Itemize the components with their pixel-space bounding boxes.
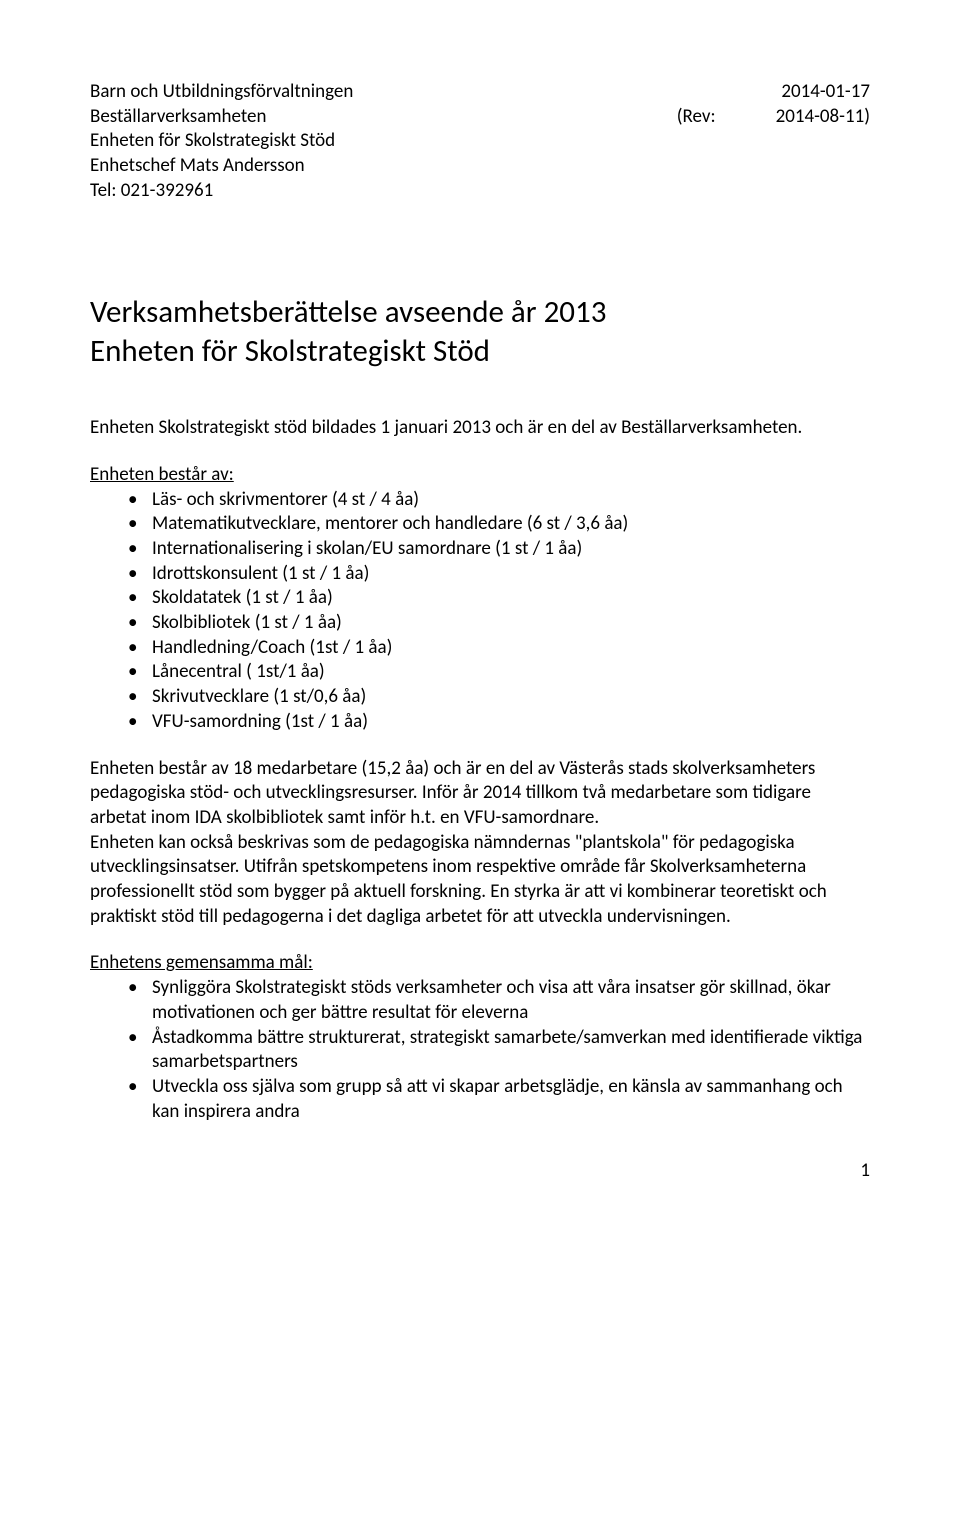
body-paragraph-1: Enheten består av 18 medarbetare (15,2 å… xyxy=(90,757,870,831)
list-item: Skoldatatek (1 st / 1 åa) xyxy=(128,586,870,611)
section-head-goals: Enhetens gemensamma mål: xyxy=(90,951,870,974)
list-item: Lånecentral ( 1st/1 åa) xyxy=(128,660,870,685)
intro-paragraph: Enheten Skolstrategiskt stöd bildades 1 … xyxy=(90,416,870,441)
list-item: Skrivutvecklare (1 st/0,6 åa) xyxy=(128,685,870,710)
list-item: Idrottskonsulent (1 st / 1 åa) xyxy=(128,562,870,587)
list-item: Åstadkomma bättre strukturerat, strategi… xyxy=(128,1026,870,1075)
header-org: Barn och Utbildningsförvaltningen xyxy=(90,80,776,105)
header-chief: Enhetschef Mats Andersson xyxy=(90,154,776,179)
header-date: 2014-01-17 xyxy=(776,80,870,105)
header-dept: Beställarverksamheten xyxy=(90,105,266,130)
title-line-2: Enheten för Skolstrategiskt Stöd xyxy=(90,332,490,370)
list-item: Synliggöra Skolstrategiskt stöds verksam… xyxy=(128,976,870,1025)
list-item: Skolbibliotek (1 st / 1 åa) xyxy=(128,611,870,636)
section-head-composition: Enheten består av: xyxy=(90,463,870,486)
header-rev-date: 2014-08-11) xyxy=(776,105,870,130)
header-unit: Enheten för Skolstrategiskt Stöd xyxy=(90,129,776,154)
list-item: Internationalisering i skolan/EU samordn… xyxy=(128,537,870,562)
document-header: Barn och Utbildningsförvaltningen Bestäl… xyxy=(90,80,870,203)
list-item: Matematikutvecklare, mentorer och handle… xyxy=(128,512,870,537)
goals-list: Synliggöra Skolstrategiskt stöds verksam… xyxy=(90,976,870,1124)
list-item: VFU-samordning (1st / 1 åa) xyxy=(128,710,870,735)
header-right: 2014-01-17 2014-08-11) xyxy=(776,80,870,203)
header-left: Barn och Utbildningsförvaltningen Bestäl… xyxy=(90,80,776,203)
body-paragraph-2: Enheten kan också beskrivas som de pedag… xyxy=(90,831,870,930)
composition-list: Läs- och skrivmentorer (4 st / 4 åa) Mat… xyxy=(90,488,870,735)
list-item: Utveckla oss själva som grupp så att vi … xyxy=(128,1075,870,1124)
list-item: Handledning/Coach (1st / 1 åa) xyxy=(128,636,870,661)
title-line-1: Verksamhetsberättelse avseende år 2013 xyxy=(90,293,606,331)
page-number: 1 xyxy=(90,1159,870,1182)
header-tel: Tel: 021-392961 xyxy=(90,179,776,204)
document-title: Verksamhetsberättelse avseende år 2013 E… xyxy=(90,293,870,371)
list-item: Läs- och skrivmentorer (4 st / 4 åa) xyxy=(128,488,870,513)
header-rev-label: (Rev: xyxy=(677,105,776,130)
